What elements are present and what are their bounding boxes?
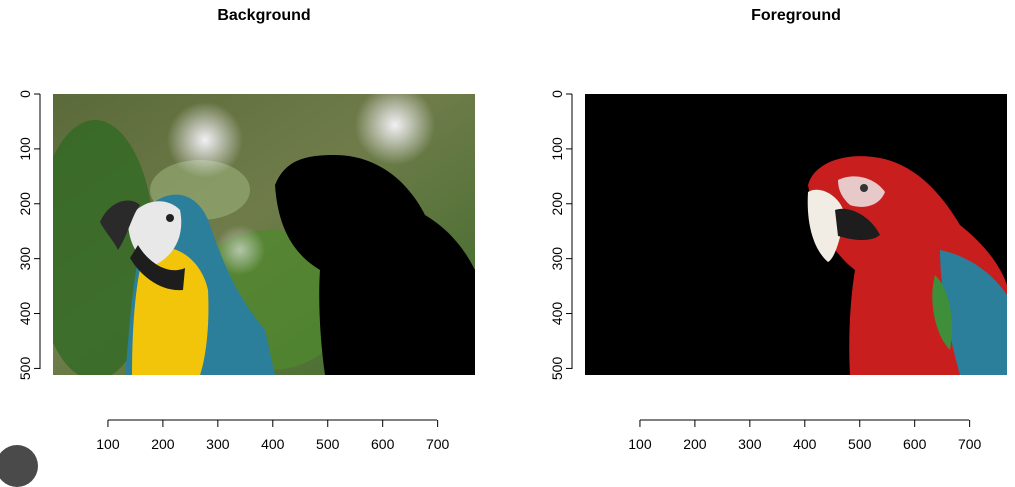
y-tick-label: 300 [549,247,565,271]
x-tick-label: 500 [316,436,340,452]
x-tick-label: 100 [628,436,652,452]
x-tick-label: 400 [793,436,817,452]
x-tick-label: 500 [848,436,872,452]
y-tick-label: 200 [17,192,33,216]
y-tick-label: 400 [549,302,565,326]
y-tick-label: 100 [549,137,565,161]
x-tick-label: 600 [371,436,395,452]
x-tick-label: 200 [151,436,175,452]
corner-badge [0,445,38,487]
x-tick-label: 200 [683,436,707,452]
x-axis-right: 100 200 300 400 500 600 700 [628,419,982,452]
x-tick-label: 100 [96,436,120,452]
y-tick-label: 200 [549,192,565,216]
x-axis-left: 100 200 300 400 500 600 700 [96,419,450,452]
y-tick-label: 0 [17,90,33,98]
background-image [53,94,475,375]
panel-title-foreground: Foreground [751,7,841,24]
y-tick-label: 500 [17,357,33,381]
y-axis-left: 0 100 200 300 400 500 [17,90,41,381]
x-tick-label: 300 [206,436,230,452]
y-tick-label: 300 [17,247,33,271]
panel-title-background: Background [217,7,310,24]
y-tick-label: 400 [17,302,33,326]
x-tick-label: 300 [738,436,762,452]
x-tick-label: 700 [958,436,982,452]
y-tick-label: 100 [17,137,33,161]
y-axis-right: 0 100 200 300 400 500 [549,90,573,381]
x-tick-label: 600 [903,436,927,452]
y-tick-label: 0 [549,90,565,98]
foreground-image [585,94,1007,375]
x-tick-label: 400 [261,436,285,452]
x-tick-label: 700 [426,436,450,452]
y-tick-label: 500 [549,357,565,381]
